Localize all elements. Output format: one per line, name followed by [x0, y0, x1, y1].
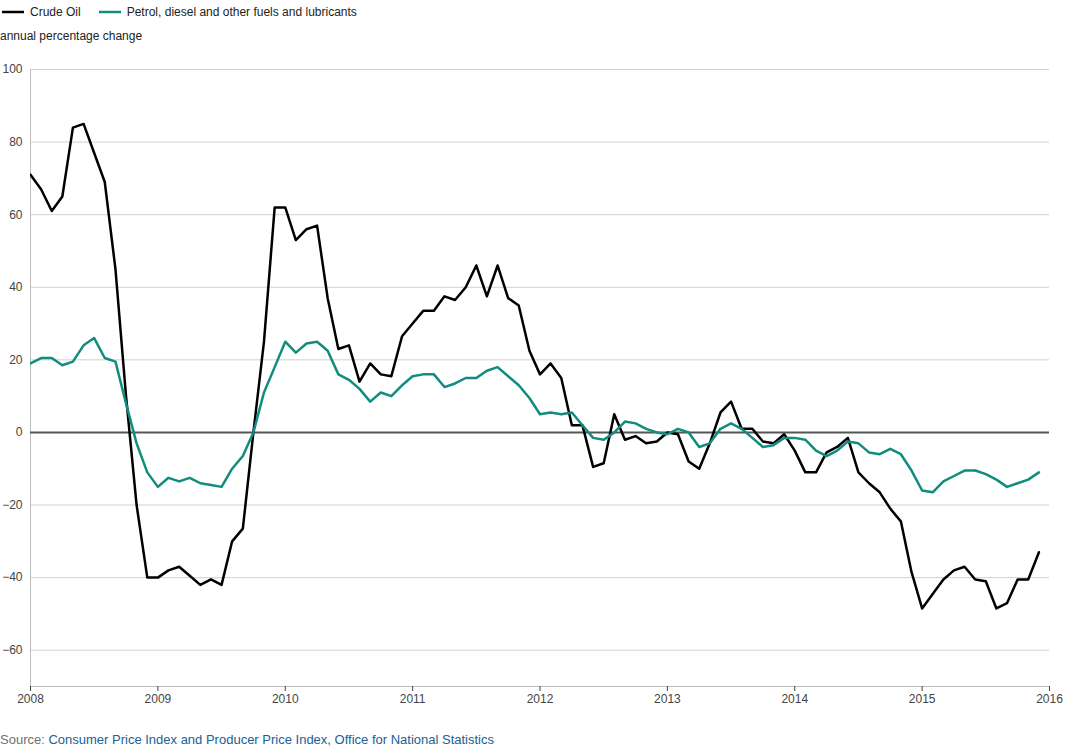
svg-text:−20: −20	[2, 498, 23, 512]
svg-text:20: 20	[9, 353, 23, 367]
svg-text:−40: −40	[2, 570, 23, 584]
html-text:Crude Oil: Crude Oil	[30, 5, 81, 19]
svg-text:2011: 2011	[400, 692, 426, 706]
svg-text:−60: −60	[2, 643, 23, 657]
svg-text:0: 0	[16, 425, 23, 439]
svg-text:2012: 2012	[527, 692, 554, 706]
svg-text:80: 80	[9, 135, 23, 149]
svg-text:2008: 2008	[17, 692, 44, 706]
svg-text:100: 100	[2, 62, 22, 76]
svg-text:2015: 2015	[909, 692, 936, 706]
svg-text:60: 60	[9, 208, 23, 222]
svg-text:2010: 2010	[272, 692, 299, 706]
svg-text:40: 40	[9, 280, 23, 294]
html-text:Petrol, diesel and other fuels: Petrol, diesel and other fuels and lubri…	[126, 5, 357, 19]
html-text:annual percentage change: annual percentage change	[0, 29, 143, 43]
svg-text:2013: 2013	[654, 692, 681, 706]
svg-text:2009: 2009	[145, 692, 172, 706]
svg-text:2014: 2014	[781, 692, 808, 706]
html-text:Source: Consumer Price Index a: Source: Consumer Price Index and Produce…	[0, 732, 494, 747]
svg-text:2016: 2016	[1036, 692, 1063, 706]
